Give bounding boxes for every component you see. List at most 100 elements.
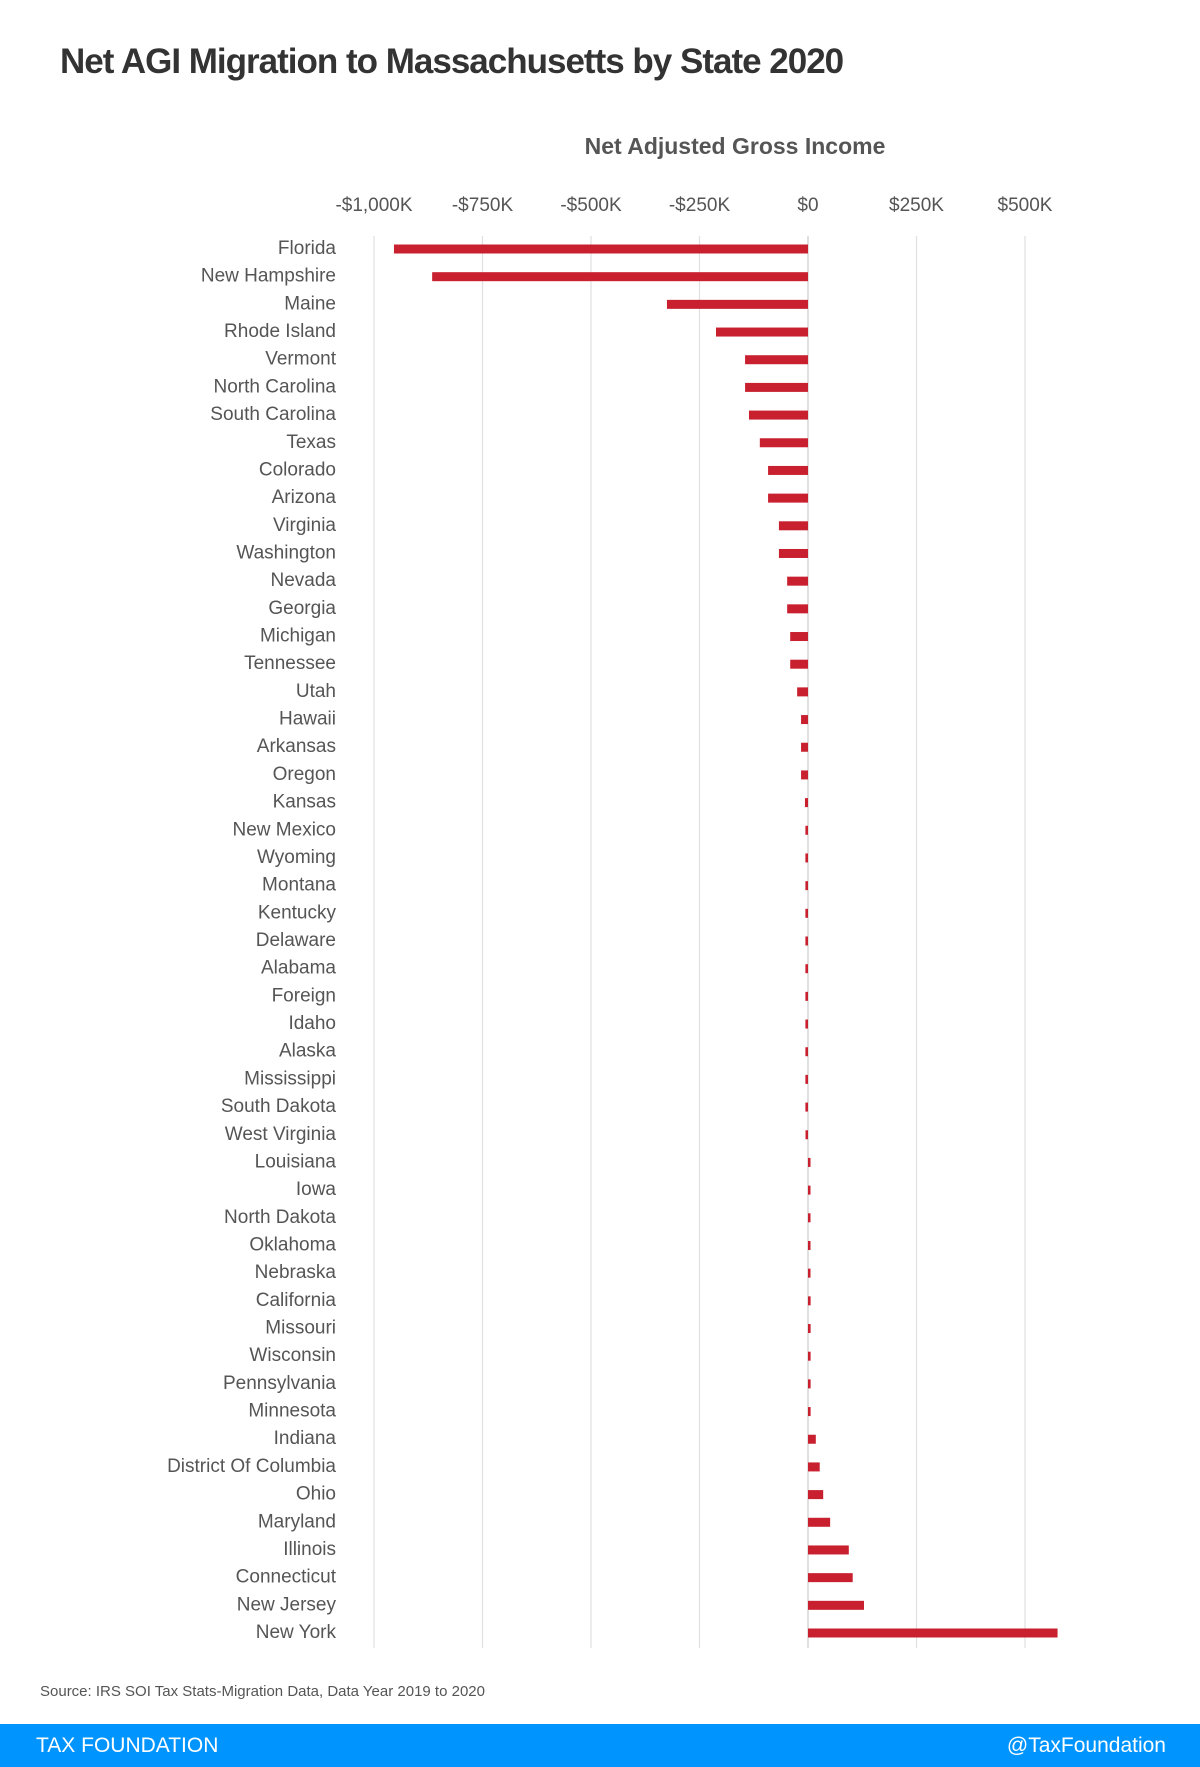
x-tick-label: $500K [998,195,1053,216]
category-label: Hawaii [279,709,336,730]
category-label: California [256,1290,337,1311]
bar [808,1517,831,1527]
bar [805,908,808,918]
category-label: New Jersey [237,1594,337,1615]
category-labels: Florida New Hampshire Maine Rhode Island Ver… [167,238,337,1643]
category-label: Minnesota [248,1401,336,1422]
category-label: Wisconsin [249,1345,336,1366]
category-label: Vermont [265,349,336,370]
bar [801,770,808,780]
category-label: Alaska [279,1041,336,1062]
source-note: Source: IRS SOI Tax Stats-Migration Data… [40,1683,485,1700]
x-tick-label: $250K [889,195,944,216]
category-label: Idaho [288,1013,336,1034]
category-label: North Dakota [224,1207,336,1228]
category-label: Texas [286,432,336,453]
category-label: Missouri [265,1318,336,1339]
bar [808,1213,811,1223]
bar [808,1296,811,1306]
category-label: Tennessee [244,653,336,674]
bar [805,1074,808,1084]
category-label: North Carolina [214,376,337,397]
bar [808,1545,849,1555]
bar [808,1573,853,1583]
bar [805,881,808,891]
category-label: South Dakota [221,1096,337,1117]
category-label: Connecticut [236,1567,337,1588]
bar [748,410,808,420]
bar [745,382,808,392]
x-tick-label: -$250K [669,195,731,216]
bar [808,1434,816,1444]
bar-chart: Net Adjusted Gross Income -$1,000K -$750K… [167,133,1058,1648]
category-label: Washington [236,542,336,563]
category-label: West Virginia [225,1124,337,1145]
category-label: Georgia [268,598,336,619]
bar [759,438,808,448]
bar [804,798,808,808]
category-label: Arkansas [257,736,336,757]
category-label: South Carolina [210,404,336,425]
bar [808,1628,1058,1638]
bar [790,632,808,642]
bar [778,548,808,558]
category-label: Indiana [274,1428,337,1449]
bar [808,1240,811,1250]
bars [393,244,1058,1638]
footer-bar: TAX FOUNDATION @TaxFoundation [0,1724,1200,1767]
chart-title: Net AGI Migration to Massachusetts by St… [60,42,844,81]
category-label: Illinois [283,1539,336,1560]
category-label: Arizona [272,487,337,508]
bar [801,742,808,752]
x-tick-label: -$500K [560,195,622,216]
category-label: Louisiana [255,1151,337,1172]
category-label: Maine [284,293,336,314]
x-tick-label: $0 [797,195,818,216]
bar [787,604,808,614]
bar [787,576,808,586]
category-label: Pennsylvania [223,1373,336,1394]
category-label: Michigan [260,626,336,647]
gridlines [373,236,1026,1648]
footer-handle[interactable]: @TaxFoundation [1006,1734,1166,1757]
category-label: Iowa [296,1179,337,1200]
category-label: Delaware [256,930,336,951]
bar [805,1130,808,1140]
x-axis-title: Net Adjusted Gross Income [585,133,886,159]
category-label: Oregon [273,764,336,785]
category-label: Ohio [296,1484,336,1505]
bar [808,1351,811,1361]
bar [805,1019,808,1029]
category-label: Montana [262,875,336,896]
bar [432,272,808,282]
category-label: New York [256,1622,337,1643]
bar [768,465,808,475]
bar [805,1047,808,1057]
bar [808,1407,811,1417]
bar [808,1490,824,1500]
bar [805,825,808,835]
bar [808,1268,811,1278]
category-label: Alabama [261,958,336,979]
category-label: Colorado [259,459,336,480]
bar [715,327,808,337]
x-tick-label: -$1,000K [335,195,412,216]
bar [801,715,808,725]
x-tick-label: -$750K [452,195,514,216]
bar [393,244,808,254]
category-label: Kansas [273,792,336,813]
category-label: Kentucky [258,902,337,923]
bar [666,299,808,309]
bar [805,1102,808,1112]
category-label: District Of Columbia [167,1456,336,1477]
category-label: Nevada [271,570,337,591]
bar [768,493,808,503]
bar [805,964,808,974]
category-label: Rhode Island [224,321,336,342]
category-label: Oklahoma [249,1234,336,1255]
bar [808,1600,864,1610]
bar [805,991,808,1001]
category-label: Foreign [272,985,336,1006]
bar [808,1379,811,1389]
bar [808,1157,811,1167]
